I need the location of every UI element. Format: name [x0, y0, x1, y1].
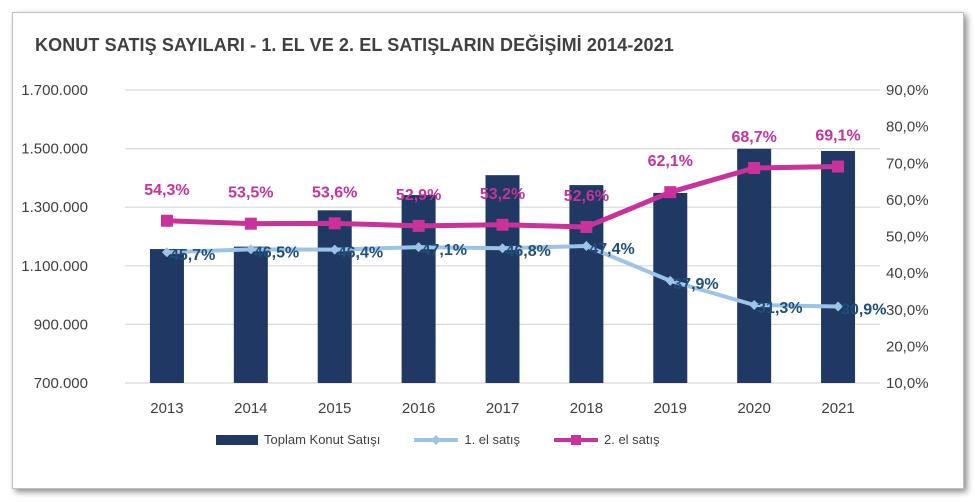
y-right-tick-label: 40,0% — [886, 265, 929, 282]
data-point — [496, 218, 509, 231]
data-point — [580, 220, 593, 233]
bar — [149, 249, 184, 383]
bar — [485, 175, 520, 383]
x-tick-label: 2015 — [318, 400, 351, 417]
x-tick-label: 2019 — [654, 400, 687, 417]
data-point — [329, 244, 340, 255]
data-label: 47,4% — [589, 241, 634, 258]
bar — [821, 150, 856, 383]
data-point — [412, 219, 425, 232]
legend-label: 2. el satış — [603, 432, 660, 447]
data-point — [161, 247, 172, 258]
legend-label: Toplam Konut Satışı — [264, 432, 381, 447]
legend-item-first-hand: 1. el satış — [414, 432, 520, 447]
data-point — [245, 244, 256, 255]
y-right-tick-label: 70,0% — [886, 155, 929, 172]
data-label: 31,3% — [757, 300, 802, 317]
x-tick-label: 2021 — [821, 400, 854, 417]
data-label: 53,6% — [312, 184, 357, 201]
data-label: 52,9% — [396, 187, 441, 204]
y-right-tick-label: 60,0% — [886, 192, 929, 209]
data-label: 53,5% — [228, 185, 273, 202]
data-point — [665, 275, 676, 286]
y-right-tick-label: 50,0% — [886, 229, 929, 246]
data-point — [833, 301, 844, 312]
y-left-tick-label: 900.000 — [34, 316, 88, 333]
chart-title: KONUT SATIŞ SAYILARI - 1. EL VE 2. EL SA… — [35, 35, 674, 55]
y-right-tick-label: 90,0% — [886, 82, 929, 99]
y-right-tick-label: 20,0% — [886, 338, 929, 355]
y-left-tick-label: 700.000 — [34, 375, 88, 392]
data-label: 45,7% — [170, 247, 215, 264]
data-point — [664, 186, 677, 199]
x-tick-label: 2013 — [150, 400, 183, 417]
data-label: 46,4% — [338, 245, 383, 262]
data-point — [497, 243, 508, 254]
data-point — [581, 241, 592, 252]
data-point — [328, 217, 341, 230]
data-point — [832, 160, 845, 173]
x-tick-label: 2017 — [486, 400, 519, 417]
bar — [233, 246, 268, 383]
data-label: 69,1% — [815, 128, 860, 145]
y-left-tick-label: 1.500.000 — [21, 141, 88, 158]
y-right-tick-label: 10,0% — [886, 375, 929, 392]
legend: Toplam Konut Satışı 1. el satış 2. el sa… — [216, 432, 660, 447]
y-left-tick-label: 1.700.000 — [21, 82, 88, 99]
y-right-tick-label: 80,0% — [886, 119, 929, 136]
bar — [653, 192, 688, 383]
data-label: 46,8% — [506, 243, 551, 260]
data-point — [244, 217, 257, 230]
data-label: 68,7% — [731, 129, 776, 146]
x-tick-label: 2020 — [737, 400, 770, 417]
bar — [317, 210, 352, 383]
data-label: 37,9% — [673, 276, 718, 293]
bar — [569, 185, 604, 383]
x-tick-label: 2018 — [570, 400, 603, 417]
legend-item-total: Toplam Konut Satışı — [216, 432, 380, 447]
data-label: 54,3% — [144, 182, 189, 199]
data-point — [749, 299, 760, 310]
data-point — [748, 162, 761, 175]
x-tick-label: 2014 — [234, 400, 267, 417]
data-label: 47,1% — [422, 242, 467, 259]
data-label: 46,5% — [254, 244, 299, 261]
data-label: 30,9% — [841, 301, 886, 318]
data-label: 52,6% — [564, 188, 609, 205]
data-label: 62,1% — [648, 153, 693, 170]
legend-item-second-hand: 2. el satış — [553, 432, 660, 447]
data-label: 53,2% — [480, 186, 525, 203]
legend-label: 1. el satış — [464, 432, 520, 447]
data-point — [160, 214, 173, 227]
y-right-tick-label: 30,0% — [886, 302, 929, 319]
bar — [737, 148, 772, 383]
y-left-tick-label: 1.100.000 — [21, 258, 88, 275]
y-left-tick-label: 1.300.000 — [21, 199, 88, 216]
data-point — [413, 242, 424, 253]
x-tick-label: 2016 — [402, 400, 435, 417]
